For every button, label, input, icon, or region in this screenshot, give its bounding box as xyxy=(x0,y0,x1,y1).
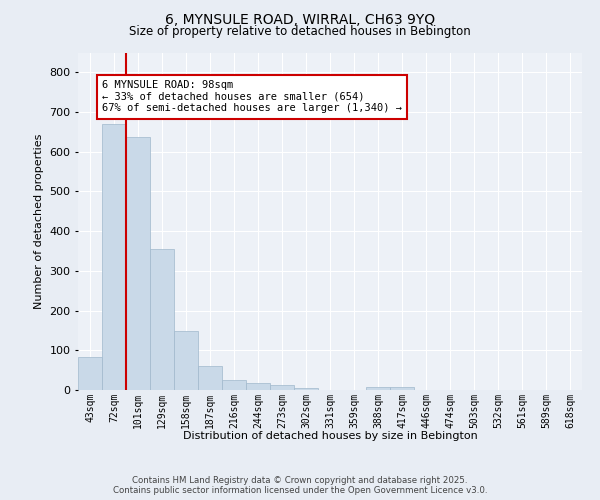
Bar xyxy=(270,385,294,390)
Bar xyxy=(294,388,318,390)
Bar xyxy=(174,331,198,390)
Y-axis label: Number of detached properties: Number of detached properties xyxy=(34,134,44,309)
Bar xyxy=(102,124,126,390)
Bar xyxy=(126,136,150,390)
Text: Size of property relative to detached houses in Bebington: Size of property relative to detached ho… xyxy=(129,25,471,38)
Bar xyxy=(198,366,222,390)
Bar xyxy=(390,387,414,390)
X-axis label: Distribution of detached houses by size in Bebington: Distribution of detached houses by size … xyxy=(182,431,478,441)
Text: 6 MYNSULE ROAD: 98sqm
← 33% of detached houses are smaller (654)
67% of semi-det: 6 MYNSULE ROAD: 98sqm ← 33% of detached … xyxy=(102,80,402,114)
Bar xyxy=(246,383,270,390)
Bar xyxy=(366,387,390,390)
Bar xyxy=(222,380,246,390)
Text: 6, MYNSULE ROAD, WIRRAL, CH63 9YQ: 6, MYNSULE ROAD, WIRRAL, CH63 9YQ xyxy=(165,12,435,26)
Text: Contains HM Land Registry data © Crown copyright and database right 2025.
Contai: Contains HM Land Registry data © Crown c… xyxy=(113,476,487,495)
Bar xyxy=(78,357,102,390)
Bar xyxy=(150,249,174,390)
